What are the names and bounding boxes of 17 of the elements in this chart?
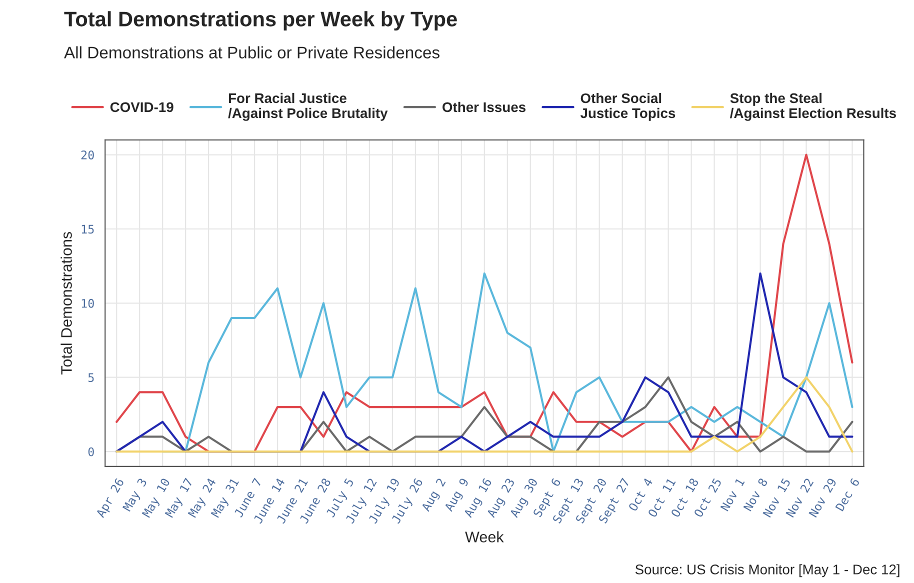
line-series: [116, 154, 854, 453]
legend-label: COVID-19: [110, 102, 174, 112]
source-note: Source: US Crisis Monitor [May 1 - Dec 12]: [635, 564, 900, 578]
y-tick-label: 0: [88, 447, 94, 456]
legend-label: For Racial Justice /Against Police Brutality: [228, 92, 388, 121]
chart-title: Total Demonstrations per Week by Type: [64, 11, 457, 31]
y-axis-title: Total Demonstrations: [60, 232, 72, 375]
y-tick-label: 10: [82, 298, 94, 308]
legend-label: Stop the Steal /Against Election Results: [730, 92, 896, 121]
x-tick-label: Dec 6: [835, 478, 860, 512]
y-tick-label: 15: [82, 224, 94, 234]
legend-label: Other Issues: [442, 102, 526, 112]
chart-subtitle: All Demonstrations at Public or Private Residences: [64, 46, 440, 58]
y-tick-label: 20: [81, 150, 94, 160]
y-tick-label: 5: [88, 373, 94, 382]
legend-label: Other Social Justice Topics: [580, 92, 676, 121]
x-axis-title: Week: [465, 531, 504, 542]
